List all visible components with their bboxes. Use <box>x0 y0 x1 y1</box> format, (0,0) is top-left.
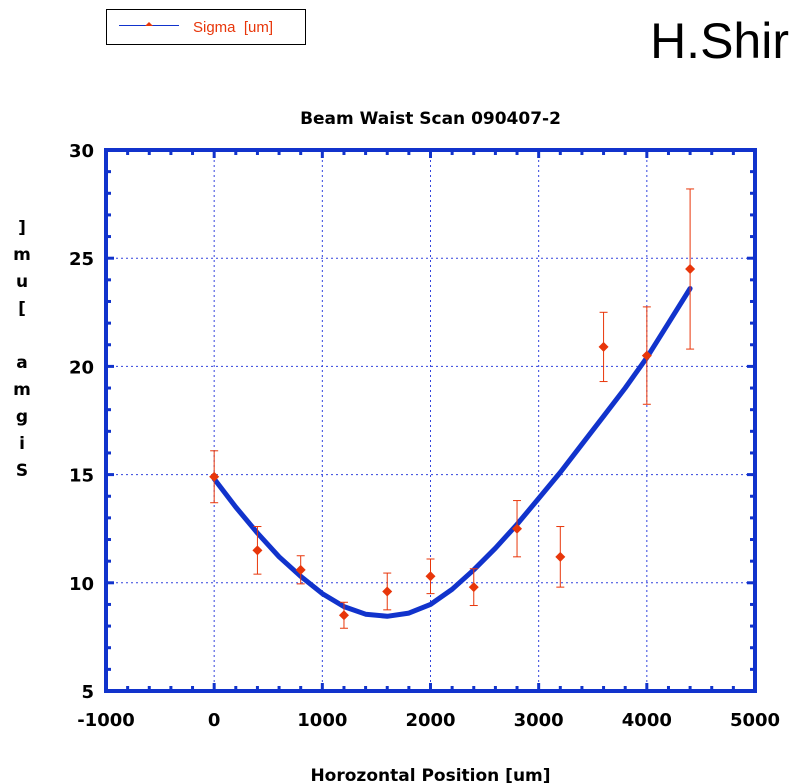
author-label: H.Shir <box>650 13 789 69</box>
y-tick-label: 20 <box>69 357 94 378</box>
tick-marks <box>104 148 757 693</box>
legend: Sigma [um] <box>106 9 306 45</box>
x-tick-label: 5000 <box>730 710 780 731</box>
data-point <box>512 523 523 534</box>
y-tick-label: 30 <box>69 141 94 162</box>
x-axis-label: Horozontal Position [um] <box>310 766 550 784</box>
data-point <box>468 582 479 593</box>
data-point <box>338 610 349 621</box>
data-point <box>252 545 263 556</box>
y-tick-label: 25 <box>69 249 94 270</box>
y-axis-label-char: a <box>16 353 27 373</box>
y-tick-label: 5 <box>81 682 94 703</box>
y-axis-label-char: S <box>16 461 28 481</box>
chart-title: Beam Waist Scan 090407-2 <box>300 109 561 129</box>
y-axis-label-char: [ <box>18 299 26 319</box>
data-points-group <box>209 188 696 629</box>
gridlines <box>106 150 755 691</box>
x-tick-label: 4000 <box>622 710 672 731</box>
y-axis-label-char: u <box>16 272 28 292</box>
y-axis-label-char: g <box>16 407 28 427</box>
data-point <box>641 350 652 361</box>
data-point <box>382 586 393 597</box>
legend-label: Sigma [um] <box>193 19 274 36</box>
data-point <box>598 341 609 352</box>
data-point <box>555 551 566 562</box>
data-point <box>295 564 306 575</box>
x-tick-label: 2000 <box>405 710 455 731</box>
y-tick-labels: 5 10 15 20 25 30 <box>69 141 94 703</box>
x-tick-label: 3000 <box>514 710 564 731</box>
legend-line-marker <box>119 22 179 26</box>
data-point <box>425 571 436 582</box>
y-axis-label-char: i <box>19 434 25 454</box>
data-point <box>685 264 696 275</box>
y-tick-label: 15 <box>69 466 94 487</box>
fit-curve-group <box>211 286 693 619</box>
x-tick-label: 1000 <box>297 710 347 731</box>
y-tick-label: 10 <box>69 574 94 595</box>
fit-curve <box>211 286 693 619</box>
x-tick-label: 0 <box>208 710 221 731</box>
x-tick-labels: -1000 0 1000 2000 3000 4000 5000 <box>77 710 780 731</box>
y-axis-label-char: ] <box>18 218 26 238</box>
y-axis-label-char: m <box>13 245 31 265</box>
y-axis-label-char: m <box>13 380 31 400</box>
x-tick-label: -1000 <box>77 710 135 731</box>
data-point <box>209 471 220 482</box>
